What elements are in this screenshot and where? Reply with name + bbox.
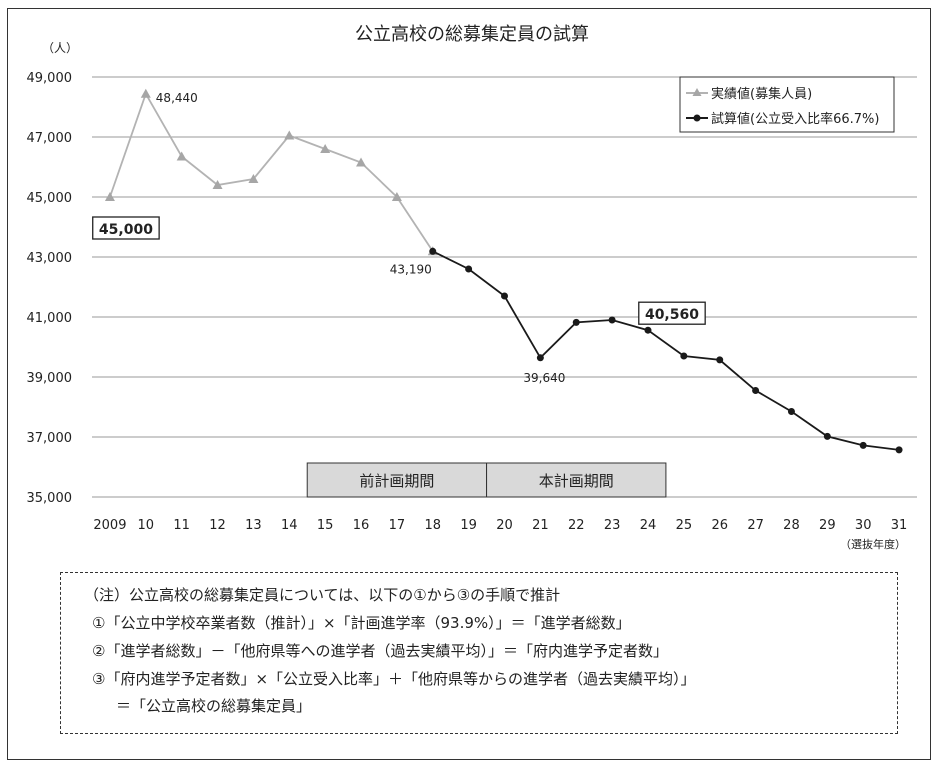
x-tick-label: 25 [676, 518, 693, 533]
data-point-circle [465, 265, 473, 273]
x-axis-unit: （選抜年度） [840, 537, 906, 551]
data-point-circle [429, 247, 437, 255]
data-point-circle [536, 354, 544, 362]
x-tick-label: 28 [783, 518, 800, 533]
y-tick-label: 43,000 [27, 251, 73, 266]
note-step-1: ①「公立中学校卒業者数（推計）」×「計画進学率（93.9%）」＝「進学者総数」 [92, 614, 631, 632]
data-point-circle [823, 432, 831, 440]
data-point-triangle [212, 180, 223, 189]
data-point-circle [859, 441, 867, 449]
legend-label-actual: 実績値(募集人員) [711, 86, 812, 102]
legend-label-estimate: 試算値(公立受入比率66.7%) [711, 111, 879, 127]
y-tick-label: 49,000 [27, 71, 73, 86]
data-point-circle [680, 352, 688, 360]
x-tick-label: 18 [424, 518, 441, 533]
data-point-circle [572, 318, 580, 326]
data-point-circle [501, 292, 508, 300]
x-tick-label: 24 [640, 518, 657, 533]
x-tick-label: 23 [604, 518, 621, 533]
series-line [109, 91, 434, 252]
x-tick-label: 11 [173, 518, 190, 533]
plan-period-label: 前計画期間 [359, 472, 434, 490]
figure-frame [7, 8, 931, 760]
data-point-circle [716, 356, 724, 364]
x-tick-label: 26 [711, 518, 728, 533]
callout-box [638, 301, 706, 325]
y-tick-label: 37,000 [27, 431, 73, 446]
data-point-circle [787, 408, 795, 415]
note-heading: （注）公立高校の総募集定員については、以下の①から③の手順で推計 [84, 586, 561, 604]
x-tick-label: 19 [460, 518, 477, 533]
data-point-triangle [284, 130, 295, 140]
y-tick-label: 47,000 [27, 131, 73, 146]
plan-period-label: 本計画期間 [539, 472, 614, 490]
data-point-circle [644, 326, 652, 334]
data-label: 39,640 [523, 371, 565, 385]
data-point-triangle [104, 192, 115, 201]
x-tick-label: 13 [245, 518, 262, 533]
callout-label: 45,000 [99, 222, 153, 238]
data-point-triangle [140, 88, 151, 98]
callout-label: 40,560 [645, 307, 699, 323]
y-tick-label: 45,000 [27, 191, 73, 206]
x-tick-label: 2009 [93, 518, 126, 533]
x-tick-label: 15 [317, 518, 334, 533]
line-chart: 35,000 37,000 39,000 41,000 43,000 45,000 47,0… [27, 24, 917, 551]
plan-period-box [306, 462, 488, 498]
data-point-circle [752, 387, 760, 394]
x-tick-label: 10 [138, 518, 155, 533]
x-tick-label: 16 [353, 518, 370, 533]
data-point-circle [608, 316, 616, 324]
data-point-triangle [391, 192, 402, 201]
legend-circle-marker [693, 114, 701, 122]
x-tick-label: 30 [855, 518, 872, 533]
x-tick-label: 17 [389, 518, 406, 533]
x-tick-label: 31 [891, 518, 908, 533]
chart-title: 公立高校の総募集定員の試算 [355, 24, 589, 45]
data-point-triangle [248, 174, 259, 183]
data-label: 43,190 [390, 262, 432, 276]
y-tick-label: 39,000 [27, 371, 73, 386]
series-line [432, 250, 900, 451]
data-point-triangle [320, 144, 331, 153]
x-tick-label: 22 [568, 518, 585, 533]
plan-period-box [486, 462, 667, 498]
legend-triangle-marker [692, 88, 702, 96]
data-label: 48,440 [156, 91, 198, 105]
x-tick-label: 27 [747, 518, 764, 533]
x-tick-label: 21 [532, 518, 549, 533]
x-tick-label: 12 [209, 518, 226, 533]
y-tick-label: 35,000 [27, 491, 73, 506]
chart-legend: 実績値(募集人員) 試算値(公立受入比率66.7%) [679, 76, 895, 133]
methodology-note-box [60, 572, 898, 734]
note-step-3-result: ＝「公立高校の総募集定員」 [116, 697, 312, 715]
note-step-3: ③「府内進学予定者数」×「公立受入比率」＋「他府県等からの進学者（過去実績平均）… [92, 670, 696, 688]
data-point-circle [895, 446, 903, 454]
data-point-triangle [356, 157, 367, 167]
x-tick-label: 14 [281, 518, 298, 533]
note-step-2: ②「進学者総数」－「他府県等への進学者（過去実績平均）」＝「府内進学予定者数」 [92, 642, 668, 660]
x-tick-label: 20 [496, 518, 513, 533]
y-axis-unit: （人） [42, 41, 78, 55]
x-tick-label: 29 [819, 518, 836, 533]
y-tick-label: 41,000 [27, 311, 73, 326]
data-point-triangle [176, 151, 187, 161]
callout-box [92, 216, 160, 240]
